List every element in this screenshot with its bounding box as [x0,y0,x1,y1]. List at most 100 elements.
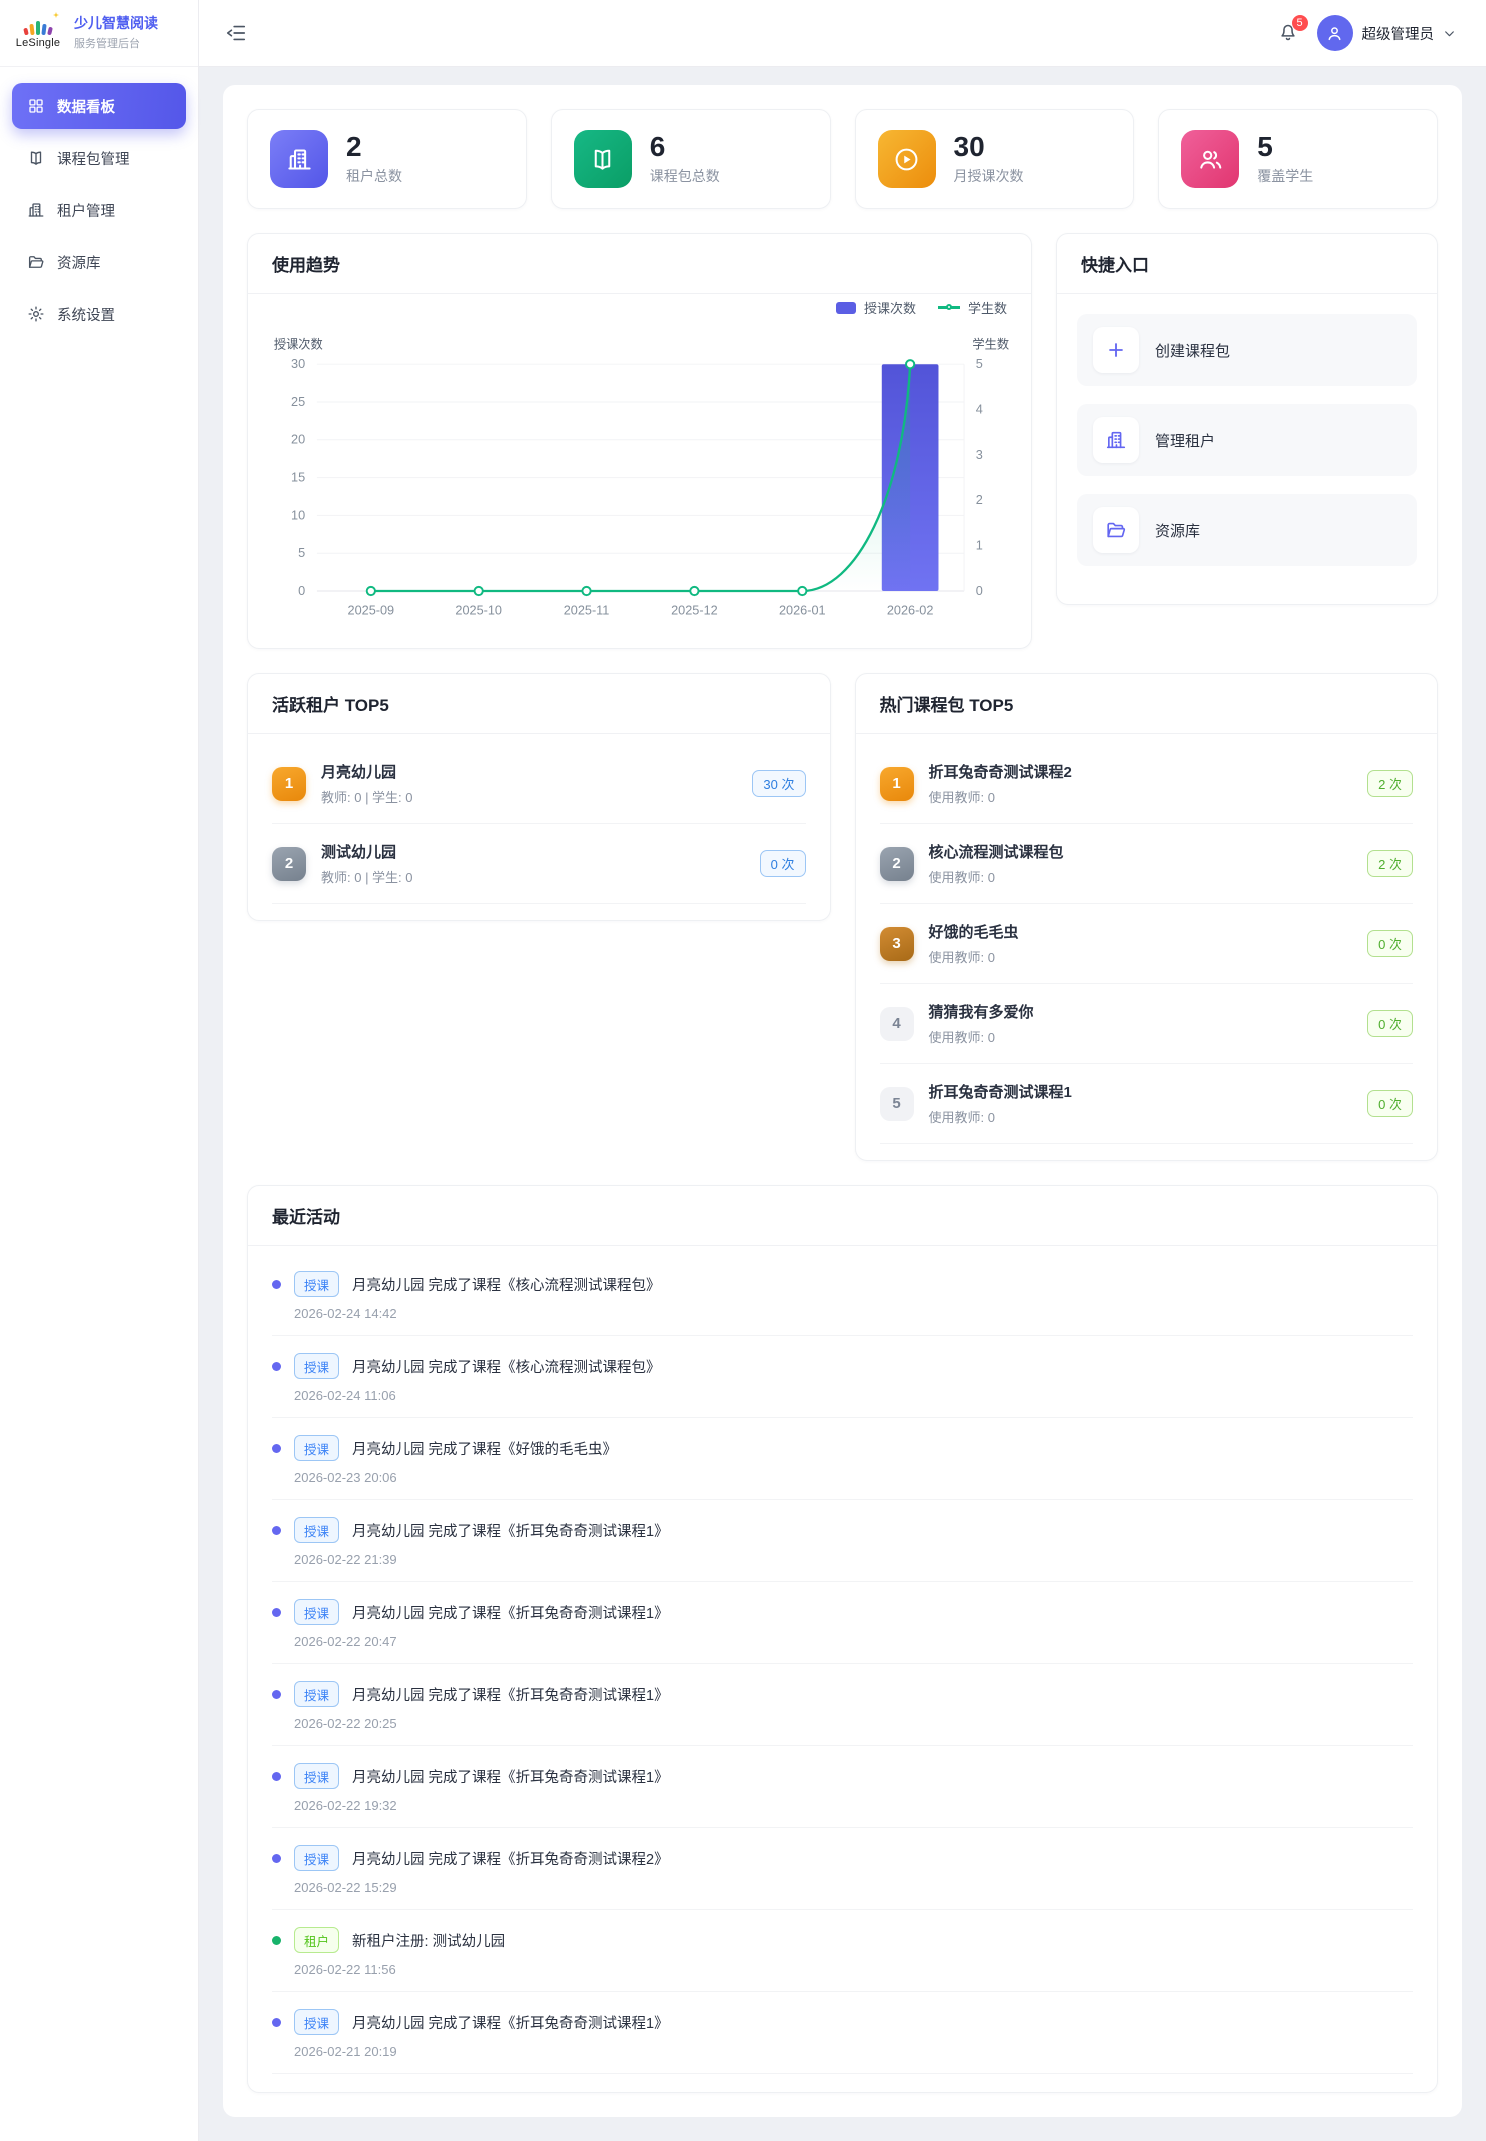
stat-label: 月授课次数 [953,168,1024,185]
activity-time: 2026-02-22 15:29 [294,1880,397,1896]
activity-row: 授课 月亮幼儿园 完成了课程《好饿的毛毛虫》 2026-02-23 20:06 [272,1418,1413,1501]
tenant-row: 1 月亮幼儿园 教师: 0 | 学生: 0 30 次 [272,744,806,825]
stat-value: 6 [649,130,666,162]
activity-dot [272,1279,281,1289]
quick-entry-item[interactable]: 创建课程包 [1077,314,1417,386]
hot-packages-title: 热门课程包 TOP5 [855,674,1437,735]
activity-time: 2026-02-22 11:56 [294,1962,396,1978]
book-icon [27,149,45,167]
legend-line-series: 学生数 [937,298,1007,317]
activity-time: 2026-02-24 14:42 [294,1306,397,1322]
legend-bar-series: 授课次数 [835,298,916,317]
svg-text:15: 15 [291,471,305,485]
quick-entry-title: 快捷入口 [1057,234,1437,294]
sidebar-item[interactable]: 租户管理 [12,187,186,233]
activity-tag: 授课 [294,1681,340,1708]
folder-icon [27,253,45,271]
svg-text:2025-12: 2025-12 [671,603,718,617]
package-meta: 使用教师: 0 [928,790,995,806]
spark-icon [53,12,59,18]
usage-count-badge: 30 次 [752,770,806,798]
svg-text:2025-10: 2025-10 [455,603,502,617]
activity-row: 授课 月亮幼儿园 完成了课程《折耳兔奇奇测试课程1》 2026-02-22 19… [272,1746,1413,1829]
usage-count-badge: 2 次 [1367,850,1413,878]
stat-label: 租户总数 [346,168,402,185]
notifications-bell-icon[interactable]: 5 [1277,14,1309,45]
activity-tag: 授课 [294,2009,340,2036]
tenant-meta: 教师: 0 | 学生: 0 [321,790,413,806]
activity-text: 月亮幼儿园 完成了课程《折耳兔奇奇测试课程1》 [352,2015,669,2032]
active-tenants-card: 活跃租户 TOP5 1 月亮幼儿园 教师: 0 | 学生: 0 30 次 [247,673,831,922]
svg-text:25: 25 [291,395,305,409]
activity-time: 2026-02-22 19:32 [294,1798,397,1814]
dashboard-container: 2 租户总数 6 课程包总数 [223,85,1462,2118]
activity-dot [272,1443,281,1453]
usage-trend-card: 使用趋势 授课次数 学生数 0 5 10 15 2 [247,233,1032,650]
brand-subtitle: 服务管理后台 [74,37,140,50]
quick-entry-item[interactable]: 资源库 [1077,494,1417,566]
svg-text:学生数: 学生数 [972,337,1009,352]
usage-trend-title: 使用趋势 [248,234,1031,294]
activity-row: 授课 月亮幼儿园 完成了课程《核心流程测试课程包》 2026-02-24 14:… [272,1254,1413,1337]
svg-text:2026-01: 2026-01 [779,603,826,617]
sidebar-item[interactable]: 资源库 [12,239,186,285]
svg-text:20: 20 [291,433,305,447]
play-circle-icon [877,130,936,188]
svg-text:0: 0 [298,584,305,598]
sidebar-item[interactable]: 数据看板 [12,83,186,129]
svg-text:2025-11: 2025-11 [564,603,610,617]
stats-row: 2 租户总数 6 课程包总数 [247,109,1438,209]
tenant-name: 月亮幼儿园 [321,764,397,782]
activity-dot [272,1361,281,1371]
stat-label: 课程包总数 [649,168,720,185]
activity-text: 月亮幼儿园 完成了课程《核心流程测试课程包》 [352,1277,661,1294]
page-content: 2 租户总数 6 课程包总数 [199,67,1486,2141]
package-meta: 使用教师: 0 [928,1110,995,1126]
building-icon [27,201,45,219]
svg-text:3: 3 [976,448,983,462]
activity-tag: 授课 [294,1271,340,1298]
quick-entry-item[interactable]: 管理租户 [1077,404,1417,476]
activity-dot [272,1935,281,1945]
activity-tag: 授课 [294,1845,340,1872]
username: 超级管理员 [1361,26,1435,43]
book-open-icon [573,130,632,188]
package-row: 1 折耳兔奇奇测试课程2 使用教师: 0 2 次 [879,744,1413,825]
activity-time: 2026-02-22 20:47 [294,1634,397,1650]
activity-row: 授课 月亮幼儿园 完成了课程《核心流程测试课程包》 2026-02-24 11:… [272,1336,1413,1419]
user-menu[interactable]: 超级管理员 [1316,15,1457,51]
plus-icon [1093,327,1139,373]
activity-tag: 租户 [294,1927,340,1954]
activity-text: 月亮幼儿园 完成了课程《折耳兔奇奇测试课程1》 [352,1769,669,1786]
chart-legend: 授课次数 学生数 [248,294,1031,317]
activity-time: 2026-02-23 20:06 [294,1470,397,1486]
package-row: 5 折耳兔奇奇测试课程1 使用教师: 0 0 次 [879,1064,1413,1145]
stat-label: 覆盖学生 [1257,168,1314,185]
rank-badge: 3 [879,926,914,961]
dashboard-icon [27,97,45,115]
activity-dot [272,1525,281,1535]
bar-swatch-icon [835,301,856,314]
avatar [1316,15,1353,51]
line-swatch-icon [937,304,960,311]
svg-text:5: 5 [976,357,983,371]
usage-count-badge: 0 次 [759,850,806,878]
activity-row: 授课 月亮幼儿园 完成了课程《折耳兔奇奇测试课程1》 2026-02-22 20… [272,1664,1413,1747]
chevron-down-icon [1443,27,1456,40]
stat-card: 30 月授课次数 [854,109,1135,209]
rank-badge: 2 [272,846,306,881]
stat-card: 6 课程包总数 [550,109,831,209]
rank-badge: 1 [879,766,914,801]
activity-text: 月亮幼儿园 完成了课程《好饿的毛毛虫》 [352,1441,618,1458]
activity-tag: 授课 [294,1763,340,1790]
tenant-row: 2 测试幼儿园 教师: 0 | 学生: 0 0 次 [272,824,806,905]
package-row: 4 猜猜我有多爱你 使用教师: 0 0 次 [879,984,1413,1065]
recent-activity-card: 最近活动 授课 月亮幼儿园 完成了课程《核心流程测试课程包》 2026-02-2… [247,1185,1438,2094]
sidebar-item[interactable]: 课程包管理 [12,135,186,181]
svg-text:10: 10 [291,508,305,522]
sidebar-item[interactable]: 系统设置 [12,291,186,337]
package-row: 3 好饿的毛毛虫 使用教师: 0 0 次 [879,904,1413,985]
usage-count-badge: 0 次 [1367,930,1413,958]
sidebar-collapse-icon[interactable] [225,22,247,44]
